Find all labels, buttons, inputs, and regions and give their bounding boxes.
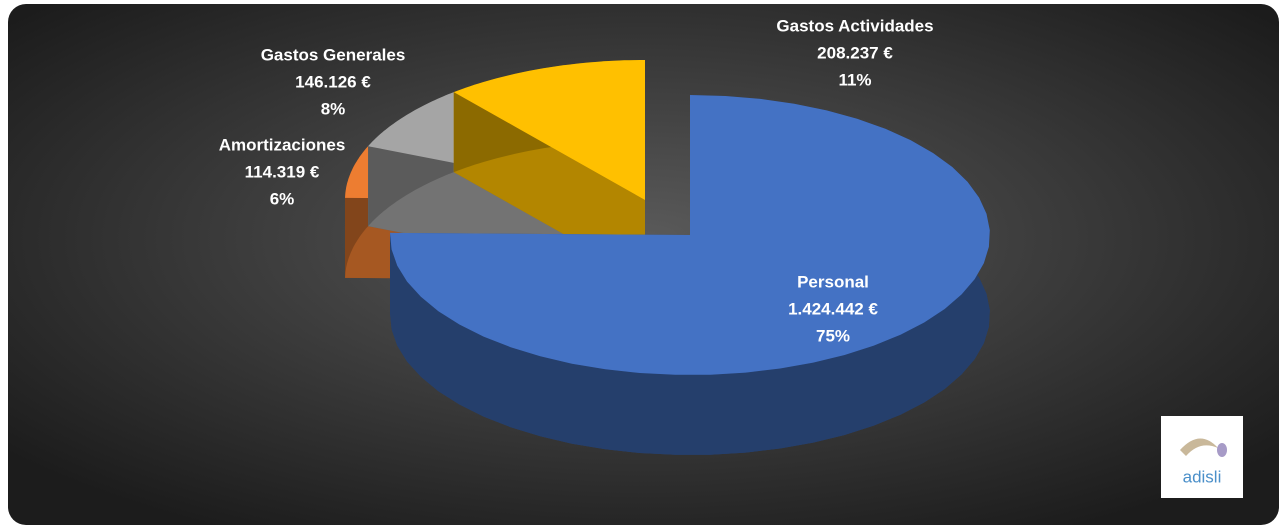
percent-label: 11% — [838, 70, 871, 89]
logo-box — [1161, 416, 1243, 498]
category-label: Gastos Actividades — [776, 16, 933, 35]
percent-label: 75% — [816, 326, 850, 345]
slice — [453, 60, 645, 200]
category-label: Gastos Generales — [261, 45, 406, 64]
logo-dot — [1217, 443, 1227, 457]
logo-icon — [1180, 438, 1218, 456]
value-label: 208.237 € — [817, 43, 893, 62]
percent-label: 6% — [270, 189, 295, 208]
value-label: 114.319 € — [245, 162, 320, 181]
percent-label: 8% — [321, 99, 346, 118]
slice — [390, 95, 990, 375]
pie — [345, 60, 990, 455]
labels: Personal 1.424.442 € 75% Amortizaciones 114.… — [219, 16, 934, 345]
category-label: Amortizaciones — [219, 135, 346, 154]
value-label: 146.126 € — [295, 72, 371, 91]
value-label: 1.424.442 € — [788, 299, 878, 318]
category-label: Personal — [797, 272, 869, 291]
logo-text: adisli — [1183, 467, 1222, 486]
